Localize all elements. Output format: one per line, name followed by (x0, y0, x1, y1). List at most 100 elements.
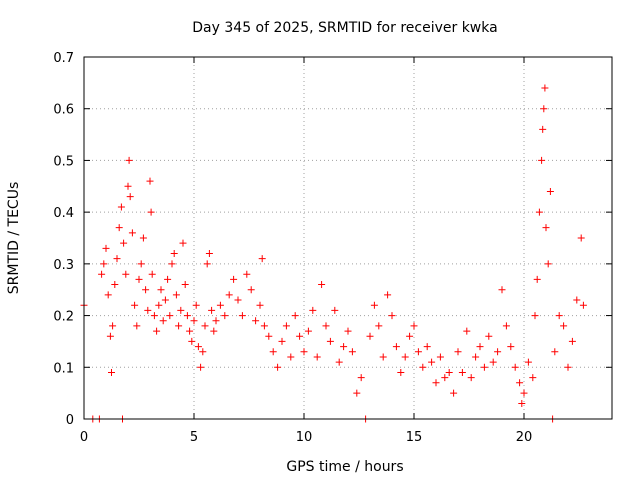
data-point (541, 84, 549, 92)
data-point (494, 348, 502, 356)
data-point (168, 260, 176, 268)
data-point (265, 332, 273, 340)
data-point (113, 255, 121, 263)
data-point (388, 312, 396, 320)
data-point (212, 317, 220, 325)
data-point (540, 105, 548, 113)
data-point (120, 239, 128, 247)
data-point (106, 332, 114, 340)
data-point (192, 301, 200, 309)
data-point (432, 379, 440, 387)
data-point (216, 301, 224, 309)
data-point (544, 260, 552, 268)
data-point (230, 275, 238, 283)
data-point (282, 322, 290, 330)
data-point (210, 327, 218, 335)
data-point (269, 348, 277, 356)
data-point (221, 312, 229, 320)
data-point (243, 270, 251, 278)
data-point (108, 368, 115, 376)
data-point (124, 182, 132, 190)
data-point (568, 337, 576, 345)
data-point (498, 286, 506, 294)
data-point (579, 301, 587, 309)
data-point (170, 250, 178, 258)
data-point (137, 260, 145, 268)
data-point (175, 322, 183, 330)
y-tick-label: 0.3 (53, 258, 74, 273)
data-point (366, 332, 374, 340)
data-points (80, 84, 587, 423)
data-point (234, 296, 242, 304)
data-point (485, 332, 493, 340)
data-point (115, 224, 123, 232)
x-tick-label: 5 (190, 430, 198, 445)
data-point (190, 317, 198, 325)
data-point (428, 358, 436, 366)
data-point (274, 363, 282, 371)
data-point (331, 306, 339, 314)
data-point (177, 306, 185, 314)
x-tick-label: 10 (296, 430, 313, 445)
data-point (203, 260, 211, 268)
x-tick-label: 15 (406, 430, 423, 445)
data-point (340, 343, 348, 351)
data-point (197, 363, 205, 371)
data-point (208, 306, 216, 314)
data-point (304, 327, 312, 335)
data-point (472, 353, 480, 361)
data-point (166, 312, 174, 320)
data-point (414, 348, 422, 356)
data-point (147, 208, 155, 216)
data-point (122, 270, 130, 278)
data-point (125, 156, 133, 164)
y-tick-label: 0.4 (53, 206, 74, 221)
data-point (353, 389, 361, 397)
y-axis-label: SRMTID / TECUs (6, 182, 22, 295)
data-point (313, 353, 321, 361)
data-point (480, 363, 488, 371)
data-point (531, 312, 539, 320)
data-point (357, 374, 365, 382)
data-point (577, 234, 585, 242)
data-point (344, 327, 352, 335)
data-point (542, 224, 550, 232)
y-tick-label: 0.5 (53, 154, 74, 169)
plot-frame (83, 56, 613, 420)
data-point (205, 250, 213, 258)
y-tick-label: 0 (66, 413, 74, 428)
data-point (260, 322, 268, 330)
data-point (126, 193, 134, 201)
axis-ticks: 0 0.1 0.2 0.3 0.4 0.5 0.6 0.7 0 5 10 15 20 (53, 51, 612, 445)
data-point (238, 312, 246, 320)
data-point (397, 368, 405, 376)
data-point (172, 291, 180, 299)
data-point (573, 296, 581, 304)
y-tick-label: 0.7 (53, 51, 74, 66)
data-point (326, 337, 334, 345)
data-point (533, 275, 541, 283)
data-point (384, 291, 392, 299)
data-point (454, 348, 462, 356)
grid-lines (84, 57, 612, 419)
data-point (524, 358, 532, 366)
data-point (287, 353, 295, 361)
data-point (111, 281, 119, 289)
data-point (109, 322, 117, 330)
data-point (179, 239, 187, 247)
data-point (539, 125, 547, 133)
x-tick-label: 20 (516, 430, 533, 445)
data-point (150, 312, 158, 320)
data-point (188, 337, 196, 345)
data-point (117, 203, 125, 211)
data-point (458, 368, 466, 376)
data-point (463, 327, 471, 335)
data-point (564, 363, 572, 371)
data-point (100, 260, 108, 268)
data-point (348, 348, 356, 356)
y-tick-label: 0.6 (53, 103, 74, 118)
data-point (538, 156, 546, 164)
data-point (318, 281, 326, 289)
data-point (247, 286, 255, 294)
data-point (153, 327, 161, 335)
